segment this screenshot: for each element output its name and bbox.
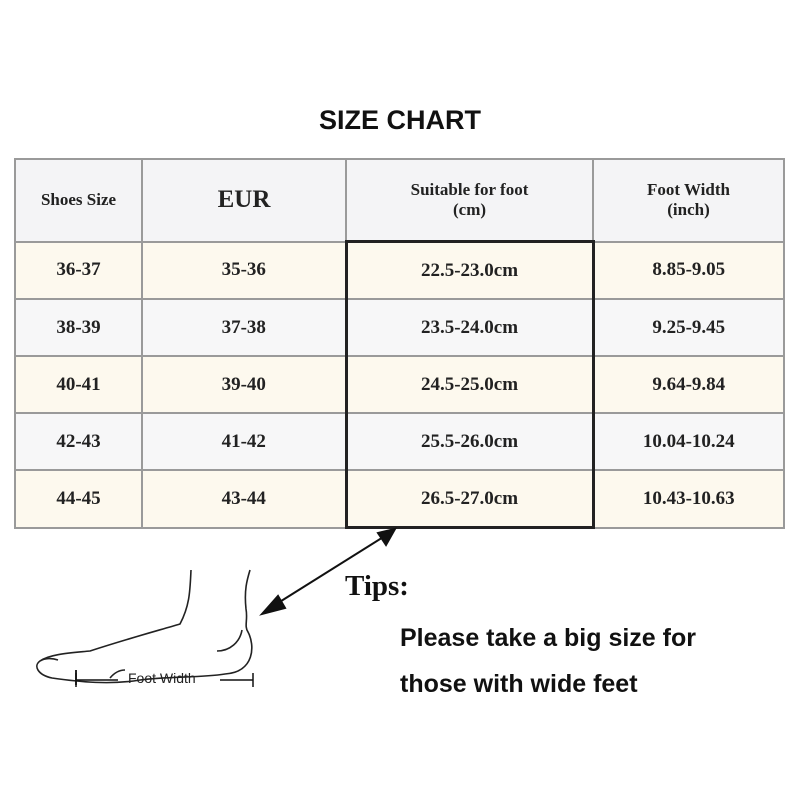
cell-foot-length: 25.5-26.0cm <box>344 412 595 471</box>
header-foot-length: Suitable for foot (cm) <box>345 158 594 243</box>
cell-foot-width: 10.43-10.63 <box>592 469 785 529</box>
cell-eur: 43-44 <box>141 469 347 529</box>
table-row: 38-39 37-38 23.5-24.0cm 9.25-9.45 <box>14 298 785 357</box>
cell-shoes-size: 40-41 <box>14 355 143 414</box>
header-foot-length-unit: (cm) <box>452 200 487 219</box>
cell-foot-length: 26.5-27.0cm <box>344 469 595 529</box>
cell-shoes-size: 44-45 <box>14 469 143 529</box>
measure-arrow-icon <box>259 527 397 616</box>
header-row: Shoes Size EUR Suitable for foot (cm) Foo… <box>14 158 785 243</box>
cell-eur: 39-40 <box>141 355 347 414</box>
cell-foot-width: 8.85-9.05 <box>592 240 785 300</box>
header-foot-width-label: Foot Width <box>647 180 730 200</box>
cell-foot-width: 9.64-9.84 <box>592 355 785 414</box>
tips-line-1: Please take a big size for <box>400 624 696 652</box>
cell-shoes-size: 42-43 <box>14 412 143 471</box>
header-foot-width: Foot Width (inch) <box>592 158 785 243</box>
cell-eur: 41-42 <box>141 412 347 471</box>
size-table: Shoes Size EUR Suitable for foot (cm) Foo… <box>14 158 785 529</box>
cell-eur: 35-36 <box>141 240 347 300</box>
foot-outline-icon <box>36 569 253 684</box>
cell-foot-width: 10.04-10.24 <box>592 412 785 471</box>
cell-shoes-size: 36-37 <box>14 240 143 300</box>
tips-line-2: those with wide feet <box>400 670 638 698</box>
table-row: 36-37 35-36 22.5-23.0cm 8.85-9.05 <box>14 240 785 300</box>
foot-width-label: Foot Width <box>128 670 196 686</box>
table-row: 42-43 41-42 25.5-26.0cm 10.04-10.24 <box>14 412 785 471</box>
cell-foot-length: 22.5-23.0cm <box>344 240 595 300</box>
cell-eur: 37-38 <box>141 298 347 357</box>
tips-heading: Tips: <box>345 570 409 602</box>
cell-shoes-size: 38-39 <box>14 298 143 357</box>
header-shoes-size: Shoes Size <box>14 158 143 243</box>
page-title: SIZE CHART <box>319 105 481 135</box>
cell-foot-length: 24.5-25.0cm <box>344 355 595 414</box>
header-foot-length-label: Suitable for foot <box>410 180 529 199</box>
header-eur: EUR <box>141 158 347 243</box>
table-row: 40-41 39-40 24.5-25.0cm 9.64-9.84 <box>14 355 785 414</box>
cell-foot-length: 23.5-24.0cm <box>344 298 595 357</box>
table-row: 44-45 43-44 26.5-27.0cm 10.43-10.63 <box>14 469 785 529</box>
header-foot-width-unit: (inch) <box>667 200 710 220</box>
cell-foot-width: 9.25-9.45 <box>592 298 785 357</box>
foot-illustration <box>36 527 397 687</box>
